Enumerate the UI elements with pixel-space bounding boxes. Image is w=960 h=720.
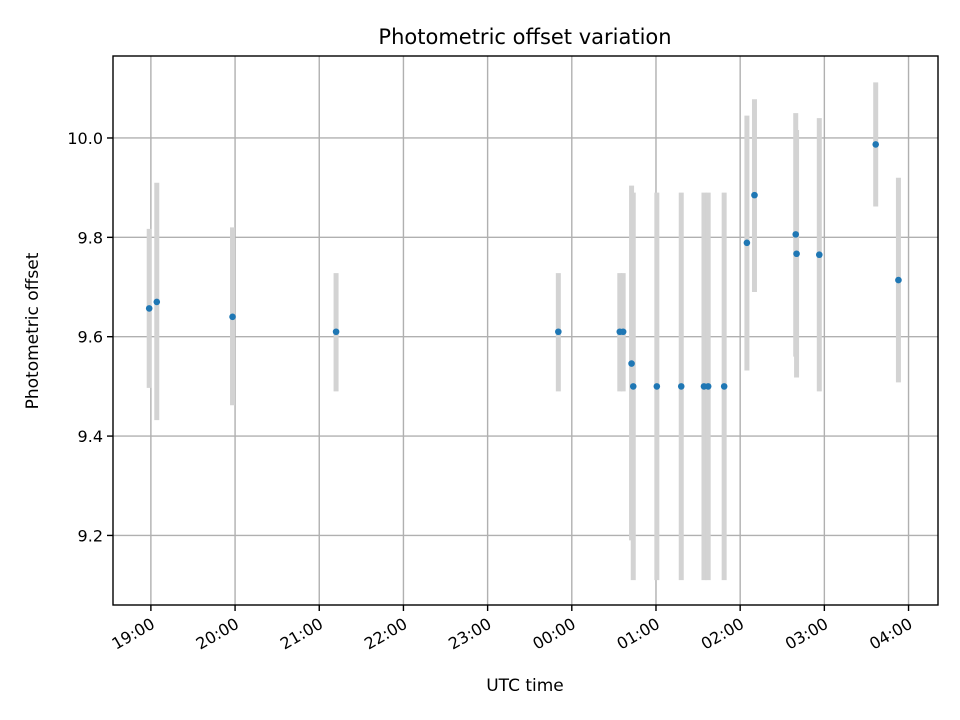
data-point bbox=[872, 141, 880, 148]
y-tick-label: 9.4 bbox=[78, 427, 103, 446]
data-point bbox=[153, 298, 161, 306]
data-point bbox=[793, 250, 800, 258]
data-point bbox=[816, 251, 823, 259]
data-point bbox=[792, 231, 800, 238]
data-point bbox=[332, 328, 340, 336]
y-tick-label: 9.2 bbox=[78, 526, 103, 545]
chart-title: Photometric offset variation bbox=[378, 25, 671, 49]
grid-lines bbox=[113, 56, 938, 605]
data-point bbox=[145, 305, 153, 312]
x-axis-label: UTC time bbox=[486, 676, 564, 696]
data-point bbox=[677, 383, 685, 390]
data-point bbox=[628, 360, 635, 367]
data-points bbox=[145, 141, 902, 390]
data-point bbox=[555, 328, 562, 336]
y-tick-label: 10.0 bbox=[67, 129, 103, 148]
y-tick-label: 9.6 bbox=[78, 328, 103, 347]
y-axis-ticks: 9.2 9.4 9.6 9.8 10.0 bbox=[67, 129, 113, 545]
data-point bbox=[720, 383, 728, 390]
y-tick-label: 9.8 bbox=[78, 228, 103, 247]
data-point bbox=[619, 328, 627, 336]
data-point bbox=[704, 383, 712, 390]
data-point bbox=[229, 313, 236, 321]
data-point bbox=[629, 383, 637, 390]
data-point bbox=[751, 191, 758, 199]
plot-frame bbox=[112, 55, 939, 606]
data-point bbox=[743, 239, 751, 247]
data-point bbox=[895, 276, 902, 284]
y-axis-label: Photometric offset bbox=[23, 252, 43, 409]
data-point bbox=[653, 383, 661, 390]
